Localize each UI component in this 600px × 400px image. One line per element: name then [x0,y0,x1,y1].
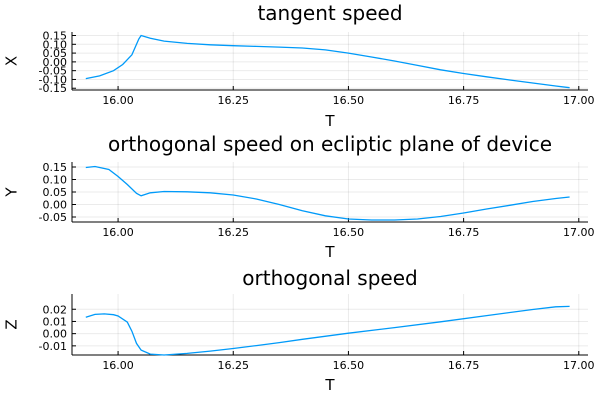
series-line [85,305,570,356]
x-tick-label: 17.00 [563,226,595,239]
y-tick-label: 0.01 [43,315,68,328]
y-tick-label: 0.15 [43,30,68,43]
y-tick-label: 0.02 [43,303,68,316]
y-tick-label: 0.05 [43,47,68,60]
y-tick-label: 0.00 [43,56,68,69]
x-tick-label: 16.00 [102,94,134,107]
x-tick-label: 16.75 [448,359,480,372]
chart-title: orthogonal speed on ecliptic plane of de… [108,132,552,156]
x-tick-label: 16.00 [102,226,134,239]
chart-title: orthogonal speed [242,266,417,290]
series-line [85,165,570,221]
y-tick-label: -0.01 [39,340,67,353]
x-tick-label: 16.75 [448,94,480,107]
x-tick-label: 16.50 [333,94,365,107]
x-tick-label: 17.00 [563,359,595,372]
x-axis-label: T [324,243,335,261]
panel-2: 16.00 16.25 16.50 16.75 17.00 0.150.100.050.0… [3,132,595,261]
x-tick-label: 17.00 [563,94,595,107]
series-line [85,34,570,89]
x-tick-label: 16.25 [218,226,250,239]
x-tick-label: 16.50 [333,359,365,372]
x-tick-label: 16.00 [102,359,134,372]
y-tick-label: 0.00 [43,328,68,341]
y-axis-label: Y [3,187,21,198]
x-tick-label: 16.50 [333,226,365,239]
x-axis-label: T [324,112,335,130]
y-tick-label: 0.05 [43,186,68,199]
x-tick-label: 16.25 [218,359,250,372]
chart-title: tangent speed [257,1,402,25]
panel-3: 16.00 16.25 16.50 16.75 17.00 0.020.010.00-0.… [3,266,595,394]
y-tick-label: 0.10 [43,38,68,51]
x-axis-label: T [324,376,335,394]
y-tick-label: 0.10 [43,174,68,187]
panel-1: 16.00 16.25 16.50 16.75 17.00 0.150.100.050.0… [3,1,595,130]
x-tick-label: 16.75 [448,226,480,239]
y-tick-label: -0.15 [39,82,67,95]
y-axis-label: X [3,56,21,66]
y-tick-label: -0.05 [39,65,67,78]
y-tick-label: -0.05 [39,211,67,224]
y-tick-label: -0.10 [39,73,67,86]
y-tick-label: 0.00 [43,199,68,212]
x-tick-label: 16.25 [218,94,250,107]
y-tick-label: 0.15 [43,161,68,174]
y-axis-label: Z [3,319,21,329]
